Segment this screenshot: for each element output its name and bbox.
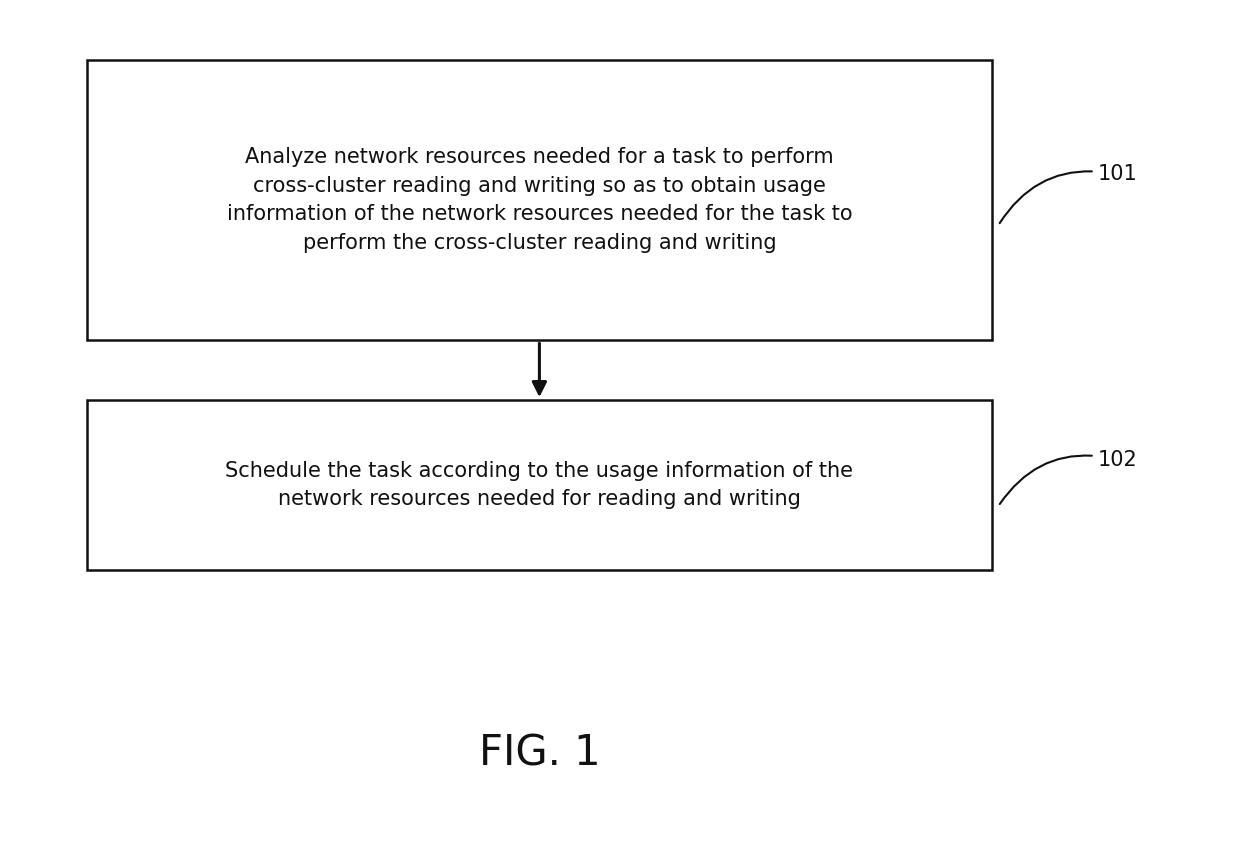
Text: 101: 101 <box>999 164 1137 223</box>
Text: FIG. 1: FIG. 1 <box>479 732 600 774</box>
Bar <box>87 60 992 340</box>
Text: Schedule the task according to the usage information of the
network resources ne: Schedule the task according to the usage… <box>226 460 853 510</box>
Bar <box>87 400 992 570</box>
Text: Analyze network resources needed for a task to perform
cross-cluster reading and: Analyze network resources needed for a t… <box>227 146 852 254</box>
Text: 102: 102 <box>999 449 1137 504</box>
